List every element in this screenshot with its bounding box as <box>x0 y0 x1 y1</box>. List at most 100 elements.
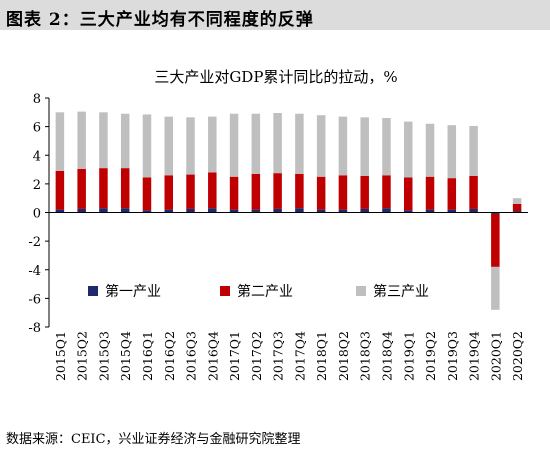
bar-tertiary-2015Q2 <box>77 111 86 169</box>
bar-tertiary-2016Q3 <box>186 117 195 175</box>
bar-primary-2017Q2 <box>251 209 261 213</box>
x-tick-label: 2017Q4 <box>292 331 307 381</box>
bar-secondary-2020Q1 <box>491 213 500 267</box>
bar-secondary-2016Q1 <box>142 177 152 211</box>
bar-primary-2019Q2 <box>425 209 435 213</box>
x-tick-label: 2017Q3 <box>271 331 286 381</box>
bar-tertiary-2016Q4 <box>208 116 217 173</box>
bar-tertiary-2016Q2 <box>164 116 173 176</box>
bar-tertiary-2020Q1 <box>491 266 500 310</box>
y-tick-label: 2 <box>33 178 41 193</box>
chart-title: 三大产业对GDP累计同比的拉动，% <box>154 68 397 86</box>
bar-secondary-2017Q4 <box>295 173 304 209</box>
bar-primary-2018Q4 <box>382 208 391 213</box>
bar-secondary-2018Q1 <box>316 176 326 210</box>
bar-primary-2018Q3 <box>360 208 369 213</box>
bar-primary-2016Q3 <box>186 208 195 213</box>
y-tick-label: -8 <box>28 321 41 336</box>
stacked-bar-chart: 三大产业对GDP累计同比的拉动，% 8 6 4 2 0 -2 -4 -6 -8 2015Q1 2015… <box>28 68 528 381</box>
bar-primary-2017Q3 <box>273 208 282 213</box>
figure-title: 图表 2：三大产业均有不同程度的反弹 <box>6 10 314 30</box>
x-tick-label: 2016Q1 <box>140 331 155 381</box>
x-tick-label: 2017Q1 <box>227 331 242 381</box>
bar-secondary-2015Q1 <box>55 170 65 210</box>
x-tick-label: 2019Q2 <box>423 331 438 381</box>
bar-tertiary-2015Q1 <box>55 112 65 171</box>
bar-primary-2016Q2 <box>164 209 173 213</box>
legend-label: 第二产业 <box>237 283 293 300</box>
x-tick-label: 2015Q1 <box>53 331 68 381</box>
x-tick-label: 2015Q4 <box>118 331 133 381</box>
bar-secondary-2017Q3 <box>273 173 282 209</box>
bar-secondary-2015Q3 <box>99 168 108 209</box>
bar-secondary-2018Q3 <box>360 176 369 209</box>
bar-secondary-2018Q4 <box>382 175 391 209</box>
bar-secondary-2019Q2 <box>425 176 435 210</box>
bar-primary-2015Q4 <box>120 208 130 213</box>
bar-primary-2020Q1 <box>491 212 500 214</box>
bar-secondary-2017Q1 <box>229 176 239 210</box>
x-tick-label: 2018Q1 <box>314 331 329 381</box>
bar-primary-2018Q1 <box>316 209 326 213</box>
source-note: 数据来源：CEIC，兴业证券经济与金融研究院整理 <box>6 432 301 447</box>
bar-tertiary-2018Q3 <box>360 117 369 177</box>
x-tick-label: 2015Q2 <box>75 331 90 381</box>
bar-tertiary-2015Q3 <box>99 112 108 169</box>
x-tick-label: 2019Q3 <box>445 331 460 381</box>
bar-secondary-2017Q2 <box>251 173 261 210</box>
bar-secondary-2016Q4 <box>208 172 217 209</box>
bar-primary-2015Q1 <box>55 209 65 213</box>
bar-primary-2019Q1 <box>404 210 413 213</box>
y-tick-label: 8 <box>33 92 41 107</box>
x-tick-label: 2015Q3 <box>96 331 111 381</box>
figure-header: 图表 2：三大产业均有不同程度的反弹 <box>0 0 550 30</box>
y-tick-label: -6 <box>28 292 41 307</box>
bar-secondary-2018Q2 <box>338 175 348 210</box>
bar-primary-2019Q4 <box>469 208 478 213</box>
bar-primary-2016Q1 <box>142 210 152 213</box>
bar-tertiary-2019Q2 <box>425 123 435 177</box>
bar-tertiary-2017Q4 <box>295 113 304 174</box>
bar-tertiary-2018Q2 <box>338 116 348 176</box>
legend-swatch <box>220 286 230 296</box>
y-tick-label: 4 <box>33 149 41 164</box>
bar-tertiary-2018Q1 <box>316 115 326 177</box>
x-tick-label: 2020Q2 <box>510 331 525 381</box>
y-tick-label: 6 <box>33 121 41 136</box>
bar-tertiary-2017Q1 <box>229 113 239 177</box>
y-tick-label: 0 <box>33 207 41 222</box>
legend-swatch <box>88 286 98 296</box>
bar-primary-2018Q2 <box>338 209 348 213</box>
legend-label: 第一产业 <box>105 283 161 300</box>
bar-tertiary-2019Q1 <box>404 121 413 178</box>
x-tick-label: 2016Q2 <box>162 331 177 381</box>
bar-primary-2019Q3 <box>447 209 457 213</box>
bar-secondary-2019Q4 <box>469 176 478 209</box>
bar-tertiary-2017Q3 <box>273 113 282 174</box>
bar-tertiary-2015Q4 <box>120 113 130 169</box>
bar-tertiary-2019Q4 <box>469 125 478 177</box>
bar-primary-2016Q4 <box>208 208 217 213</box>
bar-tertiary-2018Q4 <box>382 118 391 176</box>
bar-tertiary-2017Q2 <box>251 113 261 174</box>
bar-primary-2017Q1 <box>229 209 239 213</box>
bar-secondary-2015Q2 <box>77 168 86 209</box>
legend-label: 第三产业 <box>373 283 429 300</box>
bar-secondary-2015Q4 <box>120 168 130 209</box>
bar-secondary-2016Q2 <box>164 175 173 210</box>
bar-secondary-2016Q3 <box>186 174 195 209</box>
x-tick-label: 2018Q4 <box>379 331 394 381</box>
y-tick-label: -2 <box>28 235 41 250</box>
bar-tertiary-2020Q2 <box>512 198 522 204</box>
legend-swatch <box>356 286 366 296</box>
x-tick-label: 2020Q1 <box>488 331 503 381</box>
x-tick-label: 2019Q1 <box>401 331 416 381</box>
x-tick-label: 2016Q4 <box>205 331 220 381</box>
bar-tertiary-2016Q1 <box>142 114 152 178</box>
x-tick-label: 2016Q3 <box>184 331 199 381</box>
bar-primary-2017Q4 <box>295 208 304 213</box>
x-tick-label: 2017Q2 <box>249 331 264 381</box>
x-tick-label: 2019Q4 <box>467 331 482 381</box>
bar-secondary-2019Q1 <box>404 177 413 211</box>
x-tick-label: 2018Q2 <box>336 331 351 381</box>
